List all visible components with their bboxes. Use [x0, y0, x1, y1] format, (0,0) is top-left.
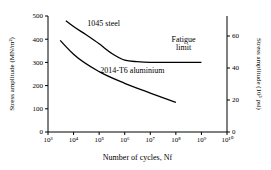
svg-text:20: 20	[232, 96, 240, 104]
svg-text:10⁵: 10⁵	[94, 136, 104, 144]
svg-text:10⁴: 10⁴	[69, 136, 79, 144]
svg-text:10⁷: 10⁷	[146, 136, 156, 144]
svg-text:200: 200	[33, 82, 44, 90]
svg-text:10⁸: 10⁸	[171, 136, 181, 144]
svg-text:limit: limit	[176, 43, 192, 52]
svg-text:0: 0	[232, 128, 236, 136]
svg-text:10⁹: 10⁹	[197, 136, 207, 144]
svg-text:10³: 10³	[43, 136, 52, 144]
svg-text:1045 steel: 1045 steel	[87, 19, 120, 28]
svg-text:10⁶: 10⁶	[120, 136, 130, 144]
svg-text:2014-T6 aluminium: 2014-T6 aluminium	[100, 66, 165, 75]
svg-text:Fatigue: Fatigue	[171, 35, 196, 44]
svg-text:0: 0	[40, 128, 44, 136]
svg-text:300: 300	[33, 59, 44, 67]
svg-text:Number of cycles, Nf: Number of cycles, Nf	[103, 153, 173, 162]
svg-text:500: 500	[33, 12, 44, 20]
svg-text:40: 40	[232, 64, 240, 72]
svg-text:Stress amplitude (10³ psi): Stress amplitude (10³ psi)	[255, 38, 263, 111]
svg-text:Stress amplitude (MN/m²): Stress amplitude (MN/m²)	[8, 37, 16, 111]
svg-text:60: 60	[232, 32, 240, 40]
svg-text:100: 100	[33, 105, 44, 113]
svg-text:10¹⁰: 10¹⁰	[221, 136, 233, 144]
svg-text:400: 400	[33, 36, 44, 44]
